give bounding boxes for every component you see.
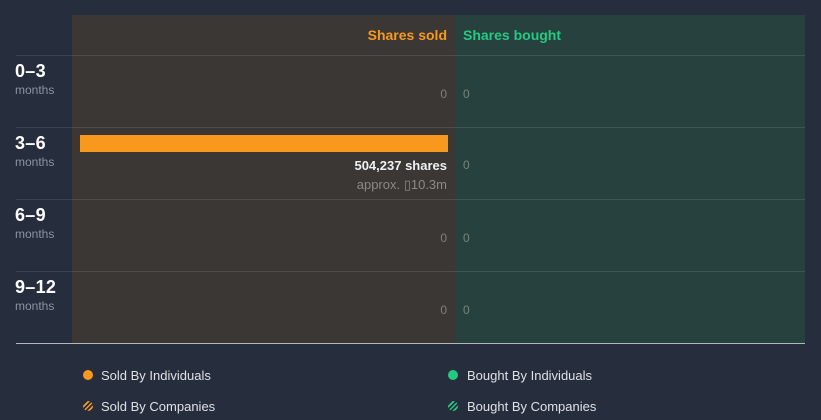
bottom-axis-line: [16, 343, 805, 344]
period-unit: months: [15, 155, 55, 169]
shares-bought-header: Shares bought: [463, 27, 562, 43]
row-divider: [16, 271, 805, 272]
bought-value: 0: [463, 158, 470, 172]
period-unit: months: [15, 299, 55, 313]
legend-bought-companies: Bought By Companies: [467, 399, 597, 414]
sold-shares-label: 504,237 shares: [354, 158, 447, 173]
shares-bought-panel: [455, 15, 805, 343]
bought-companies-hatched-marker-icon: [448, 401, 458, 411]
bought-value: 0: [463, 303, 470, 317]
bought-value: 0: [463, 231, 470, 245]
row-divider: [16, 199, 805, 200]
period-label-3-6: 3–6: [15, 133, 46, 153]
legend-bought-individuals: Bought By Individuals: [467, 368, 593, 383]
sold-value: 0: [440, 231, 447, 245]
period-label-6-9: 6–9: [15, 205, 46, 225]
period-label-9-12: 9–12: [15, 277, 57, 297]
legend-sold-companies: Sold By Companies: [101, 399, 216, 414]
sold-approx-value-label: approx. ▯10.3m: [356, 177, 447, 192]
bought-individuals-marker-icon: [448, 370, 458, 380]
bought-value: 0: [463, 87, 470, 101]
period-unit: months: [15, 227, 55, 241]
period-label-0-3: 0–3: [15, 61, 46, 81]
shares-sold-header: Shares sold: [367, 27, 447, 43]
sold-companies-hatched-marker-icon: [83, 401, 93, 411]
header-divider: [16, 55, 805, 56]
period-unit: months: [15, 83, 55, 97]
sold-bar-3-6[interactable]: [80, 135, 448, 152]
shares-sold-panel: [72, 15, 455, 343]
row-divider: [16, 127, 805, 128]
sold-value: 0: [440, 303, 447, 317]
legend-sold-individuals: Sold By Individuals: [101, 368, 211, 383]
sold-individuals-marker-icon: [83, 370, 93, 380]
sold-value: 0: [440, 87, 447, 101]
